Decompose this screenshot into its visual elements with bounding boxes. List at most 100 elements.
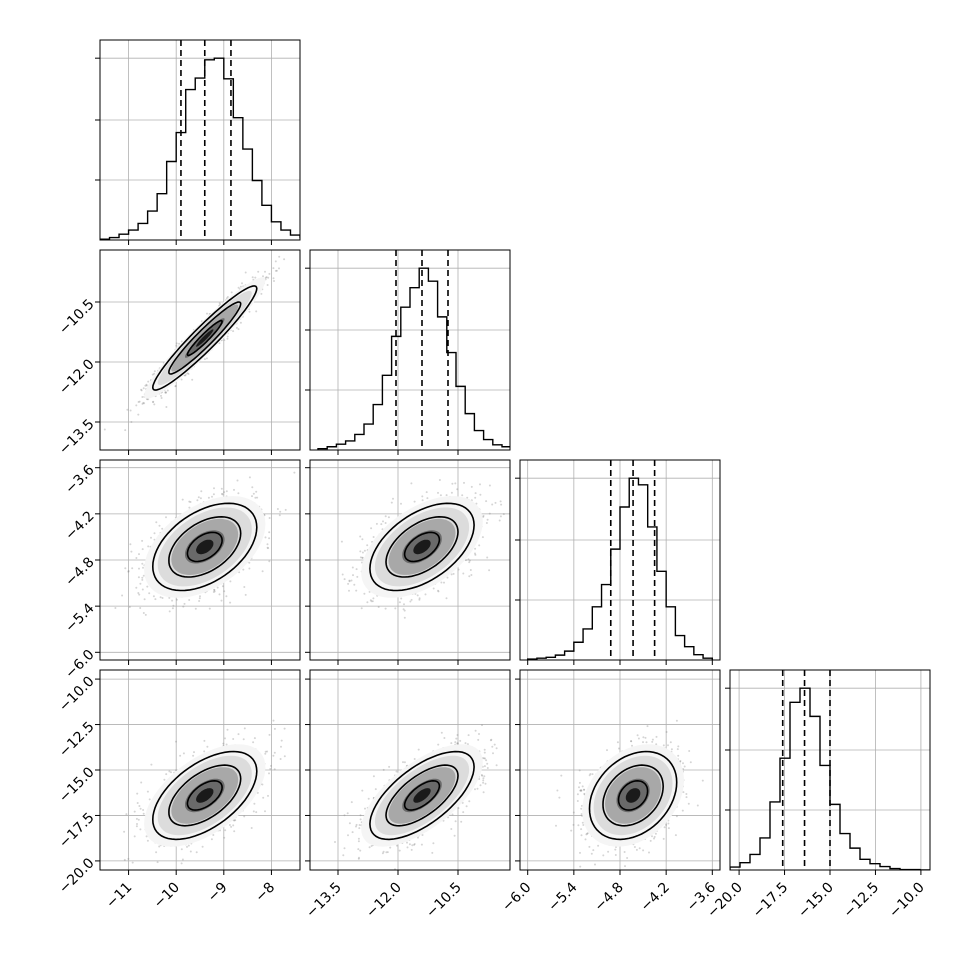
sample-point bbox=[226, 296, 229, 298]
sample-point bbox=[268, 560, 271, 563]
sample-point bbox=[159, 596, 162, 599]
sample-point bbox=[244, 593, 247, 596]
sample-point bbox=[255, 310, 258, 313]
sample-point bbox=[143, 402, 146, 405]
sample-point bbox=[188, 599, 191, 601]
sample-point bbox=[230, 291, 233, 294]
sample-point bbox=[340, 540, 343, 543]
sample-point bbox=[251, 486, 254, 489]
sample-point bbox=[261, 570, 264, 573]
sample-point bbox=[264, 270, 266, 273]
sample-point bbox=[138, 553, 140, 556]
sample-point bbox=[260, 292, 263, 295]
sample-point bbox=[468, 575, 471, 578]
density-fill bbox=[196, 329, 214, 347]
sample-point bbox=[145, 383, 148, 386]
sample-point bbox=[142, 401, 145, 404]
sample-point bbox=[135, 404, 138, 407]
sample-point bbox=[143, 598, 146, 601]
sample-point bbox=[229, 601, 232, 604]
sample-point bbox=[276, 508, 279, 510]
sample-point bbox=[168, 596, 171, 599]
sample-point bbox=[147, 398, 150, 401]
sample-point bbox=[236, 479, 239, 482]
y-tick-label: −13.5 bbox=[56, 416, 98, 458]
y-tick-label: −4.2 bbox=[62, 508, 97, 543]
sample-point bbox=[166, 389, 169, 392]
sample-point bbox=[141, 402, 144, 405]
sample-point bbox=[165, 516, 167, 519]
sample-point bbox=[241, 282, 243, 285]
sample-point bbox=[208, 607, 211, 610]
sample-point bbox=[248, 476, 251, 479]
sample-point bbox=[137, 576, 140, 579]
sample-point bbox=[226, 337, 229, 340]
sample-point bbox=[126, 408, 129, 411]
sample-point bbox=[360, 607, 363, 610]
sample-point bbox=[213, 487, 215, 490]
sample-point bbox=[129, 543, 132, 546]
sample-point bbox=[127, 570, 130, 572]
sample-point bbox=[467, 558, 470, 561]
sample-point bbox=[187, 373, 190, 375]
sample-point bbox=[153, 403, 156, 406]
sample-point bbox=[440, 581, 443, 584]
sample-point bbox=[262, 275, 264, 278]
sample-point bbox=[175, 344, 178, 347]
sample-point bbox=[274, 269, 277, 272]
sample-point bbox=[141, 562, 144, 565]
sample-point bbox=[155, 521, 158, 524]
sample-point bbox=[266, 284, 269, 286]
contour-line bbox=[151, 502, 258, 592]
sample-point bbox=[154, 598, 157, 601]
sample-point bbox=[203, 358, 206, 361]
sample-point bbox=[161, 527, 164, 530]
sample-point bbox=[274, 260, 277, 263]
sample-point bbox=[267, 547, 270, 550]
sample-point bbox=[160, 397, 163, 399]
sample-point bbox=[482, 515, 485, 518]
sample-point bbox=[153, 370, 156, 373]
sample-point bbox=[267, 276, 270, 279]
sample-point bbox=[248, 561, 251, 564]
sample-point bbox=[220, 599, 223, 602]
sample-point bbox=[237, 492, 240, 495]
sample-point bbox=[212, 591, 215, 593]
sample-point bbox=[196, 499, 199, 502]
sample-point bbox=[181, 498, 184, 501]
sample-point bbox=[140, 389, 143, 392]
sample-point bbox=[138, 567, 140, 570]
sample-point bbox=[248, 567, 251, 570]
sample-point bbox=[198, 600, 201, 602]
sample-point bbox=[221, 493, 224, 496]
sample-point bbox=[147, 545, 150, 548]
sample-point bbox=[191, 378, 194, 381]
sample-point bbox=[268, 517, 271, 519]
sample-point bbox=[235, 326, 238, 329]
sample-point bbox=[377, 606, 380, 608]
sample-point bbox=[273, 280, 275, 282]
sample-point bbox=[418, 597, 421, 600]
sample-point bbox=[278, 255, 281, 258]
sample-point bbox=[363, 592, 366, 595]
contour-line bbox=[186, 319, 223, 357]
sample-point bbox=[439, 494, 442, 497]
sample-point bbox=[146, 585, 149, 588]
sample-point bbox=[114, 607, 117, 609]
sample-point bbox=[189, 501, 192, 503]
sample-point bbox=[183, 602, 186, 605]
sample-point bbox=[198, 597, 201, 600]
sample-point bbox=[256, 496, 259, 499]
sample-point bbox=[145, 384, 148, 387]
sample-point bbox=[266, 543, 269, 546]
sample-point bbox=[207, 496, 210, 499]
sample-point bbox=[178, 342, 181, 345]
sample-point bbox=[369, 599, 372, 602]
y-tick-label: −10.5 bbox=[56, 296, 98, 338]
sample-point bbox=[174, 385, 177, 387]
sample-point bbox=[283, 258, 286, 261]
sample-point bbox=[152, 595, 155, 598]
sample-point bbox=[140, 388, 143, 391]
y-tick-label: −4.8 bbox=[62, 554, 97, 589]
